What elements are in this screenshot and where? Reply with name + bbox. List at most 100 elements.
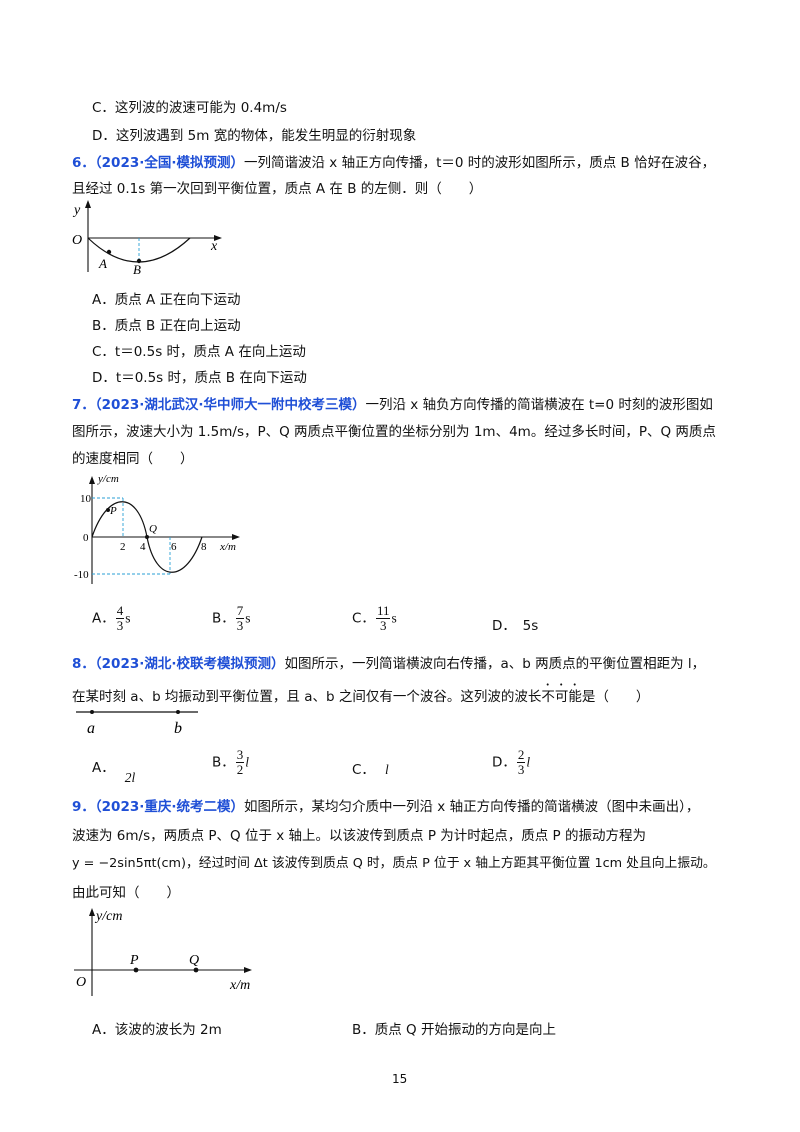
unit: s — [391, 610, 397, 626]
q7-option-a: A． 4 3 s — [92, 604, 131, 633]
numerator: 2 — [516, 747, 526, 763]
page-number: 15 — [392, 1072, 408, 1086]
origin-label: O — [72, 233, 82, 248]
point-q — [145, 535, 149, 539]
y-axis-label: y/cm — [97, 473, 119, 485]
stem-text: 在某时刻 a、b 均振动到平衡位置，且 a、b 之间仅有一个波谷。这列波的波长 — [72, 689, 542, 705]
y-axis-label: y/cm — [94, 909, 122, 924]
tick-8: 8 — [201, 541, 207, 553]
prev-option-d: D．这列波遇到 5m 宽的物体，能发生明显的衍射现象 — [92, 128, 417, 144]
point-b — [176, 710, 180, 714]
point-a — [106, 249, 112, 255]
question-source: （2023·重庆·统考二模） — [94, 799, 244, 815]
unit: s — [125, 610, 131, 626]
option-label: C． — [352, 762, 375, 778]
question-text: 一列沿 x 轴负方向传播的简谐横波在 t=0 时刻的波形图如 — [365, 397, 713, 413]
q8-option-a: A． 2l — [92, 756, 135, 785]
unit: l — [526, 754, 531, 770]
point-q-label: Q — [189, 953, 199, 968]
question-6-stem: 6．（2023·全国·模拟预测）一列简谐波沿 x 轴正方向传播，t＝0 时的波形… — [72, 151, 715, 171]
option-value: 2l — [124, 770, 136, 785]
unit: s — [245, 610, 251, 626]
question-source: （2023·湖北武汉·华中师大一附中校考三模） — [94, 397, 366, 413]
option-label: A． — [92, 610, 115, 627]
point-p — [106, 508, 110, 512]
question-9-stem-line3: y = −2sin5πt(cm)，经过时间 Δt 该波传到质点 Q 时，质点 P… — [72, 856, 716, 871]
point-p-label: P — [109, 505, 117, 517]
question-7-stem-line2: 图所示，波速大小为 1.5m/s，P、Q 两质点平衡位置的坐标分别为 1m、4m… — [72, 424, 716, 440]
q8-option-b: B． 3 2 l — [212, 748, 249, 777]
tick-2: 2 — [120, 541, 126, 553]
q6-option-b: B．质点 B 正在向上运动 — [92, 318, 241, 334]
q6-wave-figure: y O x A B — [72, 200, 222, 277]
q7-option-b: B． 7 3 s — [212, 604, 251, 633]
question-number: 7． — [72, 397, 95, 413]
q8-option-c: C． l — [352, 758, 389, 778]
option-label: A． — [92, 760, 115, 776]
numerator: 7 — [235, 603, 245, 619]
fraction: 11 3 — [375, 604, 391, 633]
tick-4: 4 — [140, 541, 146, 553]
question-8-stem-line2: 在某时刻 a、b 均振动到平衡位置，且 a、b 之间仅有一个波谷。这列波的波长不… — [72, 681, 649, 705]
q8-option-d: D． 2 3 l — [492, 748, 530, 777]
q7-option-d: D． 5s — [492, 618, 539, 634]
denominator: 3 — [236, 618, 244, 633]
q9-figure: y/cm x/m O P Q — [74, 908, 252, 996]
origin-label: O — [76, 975, 86, 990]
question-number: 6． — [72, 155, 95, 171]
q8-figure: a b — [76, 710, 198, 737]
question-7-stem-line3: 的速度相同（ ） — [72, 451, 194, 467]
tick-6: 6 — [171, 541, 177, 553]
y-axis-label: y — [72, 203, 81, 218]
option-label: B． — [212, 754, 235, 771]
point-b-label: B — [133, 262, 141, 277]
q6-option-a: A．质点 A 正在向下运动 — [92, 292, 241, 308]
q6-option-c: C．t＝0.5s 时，质点 A 在向上运动 — [92, 344, 306, 360]
point-p-label: P — [129, 953, 139, 968]
question-9-stem: 9．（2023·重庆·统考二模）如图所示，某均匀介质中一列沿 x 轴正方向传播的… — [72, 795, 699, 815]
prev-option-c: C．这列波的波速可能为 0.4m/s — [92, 100, 287, 116]
denominator: 2 — [236, 762, 244, 777]
question-8-stem: 8．（2023·湖北·校联考模拟预测）如图所示，一列简谐横波向右传播，a、b 两… — [72, 652, 705, 672]
question-text: 如图所示，某均匀介质中一列沿 x 轴正方向传播的简谐横波（图中未画出）， — [244, 799, 700, 815]
question-6-stem-line2: 且经过 0.1s 第一次回到平衡位置，质点 A 在 B 的左侧．则（ ） — [72, 181, 483, 197]
point-b-label: b — [174, 720, 182, 737]
question-text: 如图所示，一列简谐横波向右传播，a、b 两质点的平衡位置相距为 l， — [284, 656, 706, 672]
numerator: 4 — [115, 603, 125, 619]
x-axis-label: x/m — [229, 978, 250, 993]
option-label: B． — [212, 610, 235, 627]
q6-option-d: D．t＝0.5s 时，质点 B 在向下运动 — [92, 370, 307, 386]
point-q-label: Q — [149, 523, 157, 535]
denominator: 3 — [116, 618, 124, 633]
numerator: 3 — [235, 747, 245, 763]
q7-wave-figure: y/cm x/m 10 -10 0 2 4 6 8 P Q — [74, 473, 240, 584]
option-label: C． — [352, 610, 375, 627]
question-number: 8． — [72, 656, 95, 672]
point-q — [193, 967, 199, 973]
option-label: D． — [492, 754, 516, 771]
tick-10: 10 — [80, 493, 92, 505]
point-a — [90, 710, 94, 714]
point-p — [133, 967, 139, 973]
question-number: 9． — [72, 799, 95, 815]
question-source: （2023·全国·模拟预测） — [94, 155, 244, 171]
point-a-label: a — [87, 720, 95, 737]
origin-label: 0 — [83, 532, 89, 544]
point-b — [136, 258, 142, 264]
x-axis-label: x — [210, 239, 218, 254]
q7-option-c: C． 11 3 s — [352, 604, 397, 633]
question-9-stem-line2: 波速为 6m/s，两质点 P、Q 位于 x 轴上。以该波传到质点 P 为计时起点… — [72, 828, 646, 844]
stem-text-end: 是（ ） — [581, 689, 650, 705]
emphasis-text: 不可能 — [541, 689, 582, 705]
tick-neg10: -10 — [74, 569, 89, 581]
q9-option-b: B．质点 Q 开始振动的方向是向上 — [352, 1022, 556, 1038]
q9-option-a: A．该波的波长为 2m — [92, 1022, 222, 1038]
x-axis-label: x/m — [219, 541, 236, 553]
option-value: l — [384, 762, 389, 777]
question-text: 一列简谐波沿 x 轴正方向传播，t＝0 时的波形如图所示，质点 B 恰好在波谷， — [244, 155, 716, 171]
denominator: 3 — [517, 762, 525, 777]
